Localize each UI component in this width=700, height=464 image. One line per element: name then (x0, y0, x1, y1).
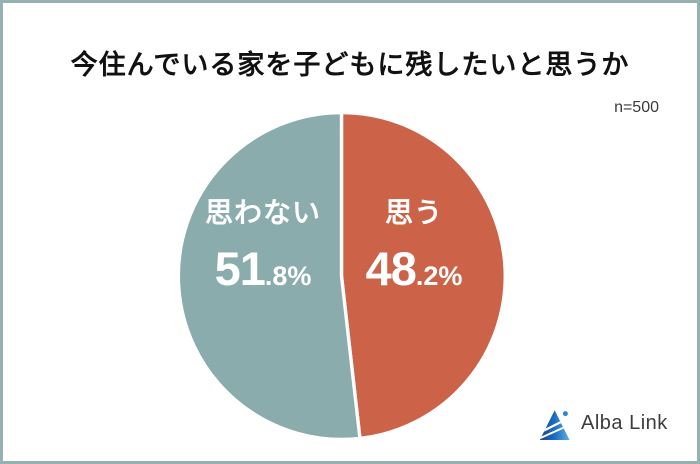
pie-slice-0 (339, 110, 507, 441)
pie-chart: 思わない 51.8% 思う 48.2% (173, 107, 510, 445)
alba-link-triangle-icon (539, 410, 570, 440)
chart-title: 今住んでいる家を子どもに残したいと思うか (70, 50, 630, 80)
alba-link-logo-text: Alba Link (581, 412, 668, 434)
pie-slice-1 (176, 110, 362, 442)
pie-chart-svg (176, 110, 507, 442)
sample-size-label: n=500 (614, 99, 659, 116)
alba-link-logo: Alba Link (539, 405, 668, 442)
